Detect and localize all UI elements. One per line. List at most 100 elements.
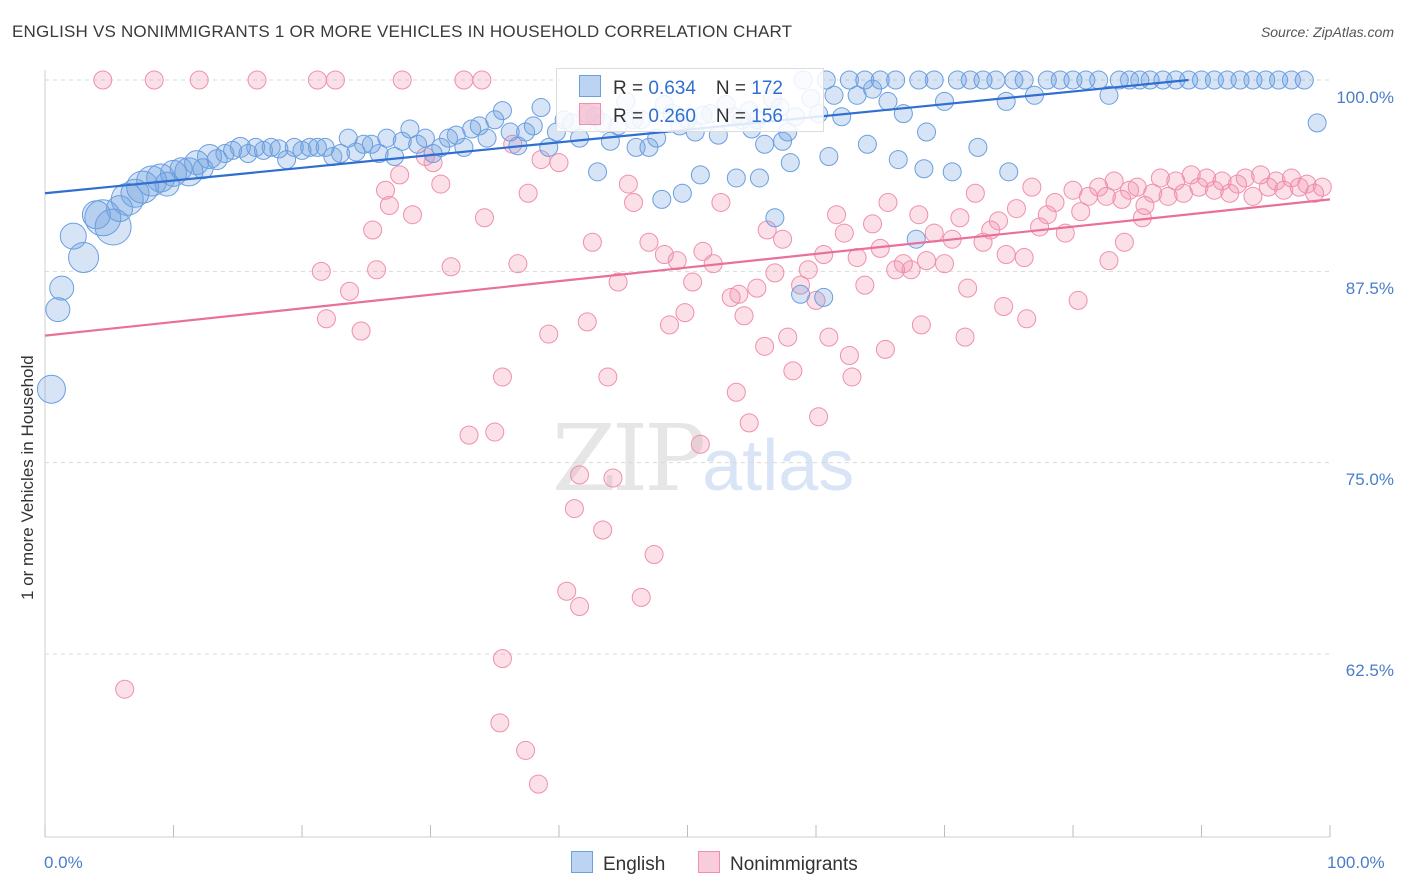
nonimmigrants-point-122 bbox=[1235, 168, 1255, 188]
english-point-161 bbox=[791, 284, 811, 304]
nonimmigrants-point-117 bbox=[1197, 168, 1217, 188]
english-point-148 bbox=[652, 189, 672, 209]
english-point-119 bbox=[996, 91, 1016, 111]
english-point-53 bbox=[454, 137, 474, 157]
english-point-144 bbox=[1294, 70, 1314, 90]
nonimmigrants-point-39 bbox=[593, 520, 613, 540]
bottom-english-label: English bbox=[603, 854, 666, 875]
nonimmigrants-point-139 bbox=[690, 434, 710, 454]
nonimmigrants-point-131 bbox=[1305, 183, 1325, 203]
english-point-63 bbox=[531, 98, 551, 118]
english-point-109 bbox=[886, 70, 906, 90]
nonimmigrants-point-91 bbox=[988, 211, 1008, 231]
english-point-107 bbox=[870, 70, 890, 90]
english-point-62 bbox=[523, 116, 543, 136]
nonimmigrants-point-54 bbox=[711, 192, 731, 212]
nonimmigrants-point-27 bbox=[492, 367, 512, 387]
nonimmigrants-point-110 bbox=[1143, 183, 1163, 203]
nonimmigrants-point-82 bbox=[917, 251, 937, 271]
nonimmigrants-point-70 bbox=[827, 205, 847, 225]
grid-lines bbox=[45, 79, 1330, 655]
watermark: ZIPatlas bbox=[552, 405, 854, 512]
watermark-zip: ZIP bbox=[552, 405, 706, 512]
english-point-160 bbox=[765, 208, 785, 228]
y-axis-label: 1 or more Vehicles in Household bbox=[18, 355, 37, 600]
english-point-150 bbox=[726, 168, 746, 188]
nonimmigrants-point-44 bbox=[624, 192, 644, 212]
nonimmigrants-point-51 bbox=[683, 272, 703, 292]
english-point-128 bbox=[1099, 85, 1119, 105]
trend-lines bbox=[44, 78, 1331, 337]
english-n-label: N = bbox=[715, 78, 752, 99]
watermark-atlas: atlas bbox=[702, 426, 855, 506]
english-point-47 bbox=[408, 134, 428, 154]
nonimmigrants-point-97 bbox=[1037, 205, 1057, 225]
bottom-legend-nonimmigrants: Nonimmigrants bbox=[698, 851, 858, 876]
english-point-146 bbox=[588, 162, 608, 182]
nonimmigrants-point-144 bbox=[875, 339, 895, 359]
nonimmigrants-r-value: 0.260 bbox=[648, 106, 696, 127]
english-point-29 bbox=[269, 139, 289, 159]
english-point-156 bbox=[914, 159, 934, 179]
english-point-31 bbox=[284, 137, 304, 157]
english-point-155 bbox=[888, 150, 908, 170]
bottom-nonimmigrants-label: Nonimmigrants bbox=[730, 854, 858, 875]
nonimmigrants-point-24 bbox=[459, 425, 479, 445]
nonimmigrants-point-104 bbox=[1096, 186, 1116, 206]
english-point-151 bbox=[749, 168, 769, 188]
nonimmigrants-point-7 bbox=[454, 70, 474, 90]
nonimmigrants-point-109 bbox=[1135, 196, 1155, 216]
nonimmigrants-point-36 bbox=[570, 465, 590, 485]
nonimmigrants-point-47 bbox=[654, 244, 674, 264]
english-point-1 bbox=[45, 297, 71, 323]
nonimmigrants-point-34 bbox=[557, 581, 577, 601]
english-r-label: R = bbox=[613, 78, 649, 99]
nonimmigrants-point-32 bbox=[539, 324, 559, 344]
nonimmigrants-point-48 bbox=[660, 315, 680, 335]
english-point-152 bbox=[780, 153, 800, 173]
nonimmigrants-point-150 bbox=[1099, 251, 1119, 271]
english-point-149 bbox=[690, 165, 710, 185]
english-point-10 bbox=[120, 178, 150, 208]
nonimmigrants-point-119 bbox=[1212, 171, 1232, 191]
english-point-114 bbox=[935, 91, 954, 111]
nonimmigrants-point-88 bbox=[965, 183, 985, 203]
english-point-42 bbox=[369, 143, 389, 163]
nonimmigrants-point-30 bbox=[518, 183, 538, 203]
nonimmigrants-n-label: N = bbox=[715, 106, 752, 127]
english-point-37 bbox=[331, 143, 351, 163]
english-point-153 bbox=[819, 147, 839, 167]
english-point-18 bbox=[184, 150, 210, 176]
nonimmigrants-point-145 bbox=[911, 315, 931, 335]
english-trend-line bbox=[44, 78, 1189, 195]
nonimmigrants-point-147 bbox=[994, 297, 1014, 317]
english-point-54 bbox=[462, 119, 482, 139]
nonimmigrants-trend-line bbox=[44, 198, 1331, 337]
source-label: Source: ZipAtlas.com bbox=[1260, 24, 1394, 40]
y-tick-label-100: 100.0% bbox=[1336, 88, 1394, 107]
english-point-43 bbox=[377, 128, 397, 148]
english-point-112 bbox=[917, 122, 937, 142]
nonimmigrants-point-84 bbox=[935, 254, 954, 274]
english-point-0 bbox=[36, 374, 66, 404]
nonimmigrants-point-146 bbox=[955, 327, 975, 347]
bottom-english-swatch bbox=[571, 851, 593, 873]
nonimmigrants-point-111 bbox=[1150, 168, 1170, 188]
legend-row-nonimmigrants: R = 0.260 N = 156 bbox=[579, 103, 783, 128]
english-point-58 bbox=[492, 101, 512, 121]
nonimmigrants-point-151 bbox=[1114, 232, 1134, 252]
nonimmigrants-point-0 bbox=[93, 70, 113, 90]
nonimmigrants-point-75 bbox=[863, 214, 883, 234]
nonimmigrants-point-62 bbox=[773, 229, 793, 249]
nonimmigrants-point-123 bbox=[1243, 186, 1263, 206]
nonimmigrants-point-94 bbox=[1014, 248, 1034, 268]
nonimmigrants-point-138 bbox=[644, 545, 664, 565]
nonimmigrants-point-33 bbox=[549, 153, 569, 173]
nonimmigrants-point-107 bbox=[1120, 180, 1140, 200]
english-point-147 bbox=[626, 137, 646, 157]
nonimmigrants-point-11 bbox=[316, 309, 336, 329]
nonimmigrants-point-46 bbox=[639, 232, 659, 252]
english-point-22 bbox=[215, 143, 235, 163]
nonimmigrants-point-38 bbox=[582, 232, 602, 252]
nonimmigrants-point-35 bbox=[564, 499, 584, 519]
